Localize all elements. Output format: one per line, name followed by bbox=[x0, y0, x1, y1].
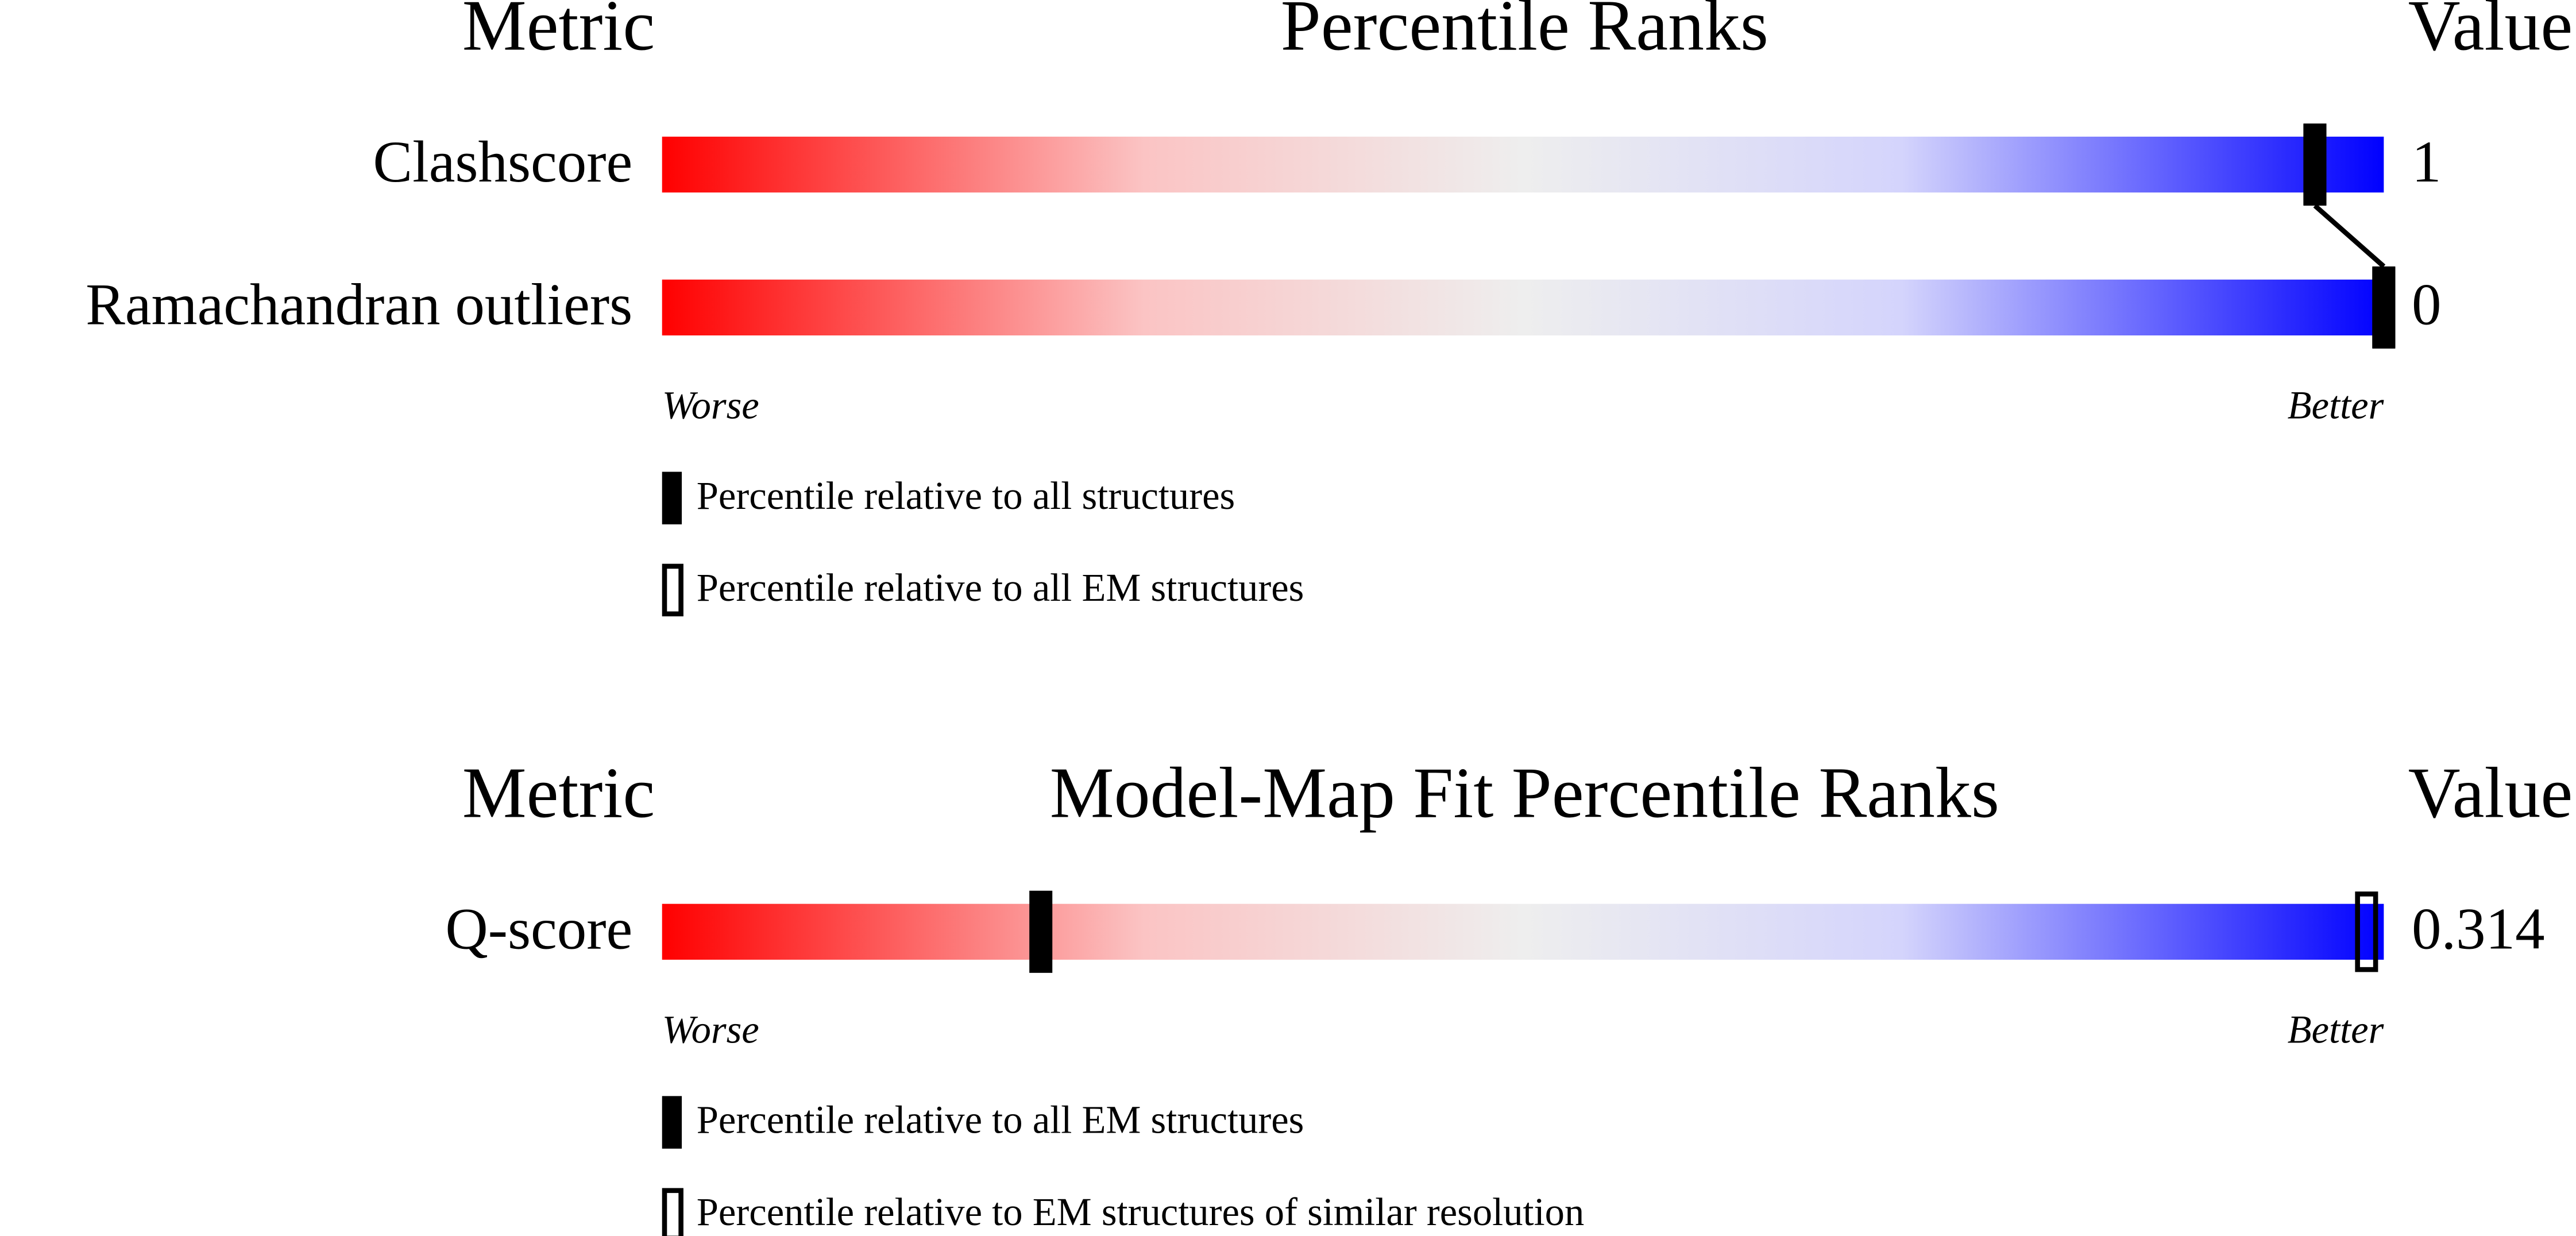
chart-title: Model-Map Fit Percentile Ranks bbox=[1050, 753, 1999, 833]
legend-label: Percentile relative to all EM structures bbox=[697, 1098, 1304, 1142]
marker-filled bbox=[1029, 890, 1053, 973]
high-label: Better bbox=[2288, 1007, 2384, 1051]
high-label: Better bbox=[2288, 383, 2384, 427]
marker-open bbox=[2355, 891, 2378, 972]
chart-title: Percentile Ranks bbox=[1281, 0, 1768, 66]
marker-filled bbox=[2303, 123, 2327, 206]
marker-connector bbox=[2313, 203, 2386, 269]
legend-swatch-filled bbox=[662, 472, 682, 524]
metric-value: 0.314 bbox=[2412, 897, 2545, 962]
legend-label: Percentile relative to EM structures of … bbox=[697, 1190, 1585, 1234]
metric-label: Q-score bbox=[445, 897, 632, 962]
low-label: Worse bbox=[662, 1007, 759, 1051]
legend-label: Percentile relative to all structures bbox=[697, 474, 1235, 517]
legend-swatch-open bbox=[662, 1188, 683, 1236]
value-header: Value bbox=[2408, 0, 2573, 66]
metric-label: Ramachandran outliers bbox=[86, 272, 632, 338]
percentile-bar bbox=[662, 136, 2384, 193]
metric-label: Clashscore bbox=[373, 129, 632, 195]
metric-value: 1 bbox=[2412, 129, 2441, 195]
percentile-bar bbox=[662, 903, 2384, 960]
marker-filled bbox=[2372, 266, 2396, 349]
legend-swatch-filled bbox=[662, 1096, 682, 1149]
metric-header: Metric bbox=[462, 0, 655, 66]
metric-value: 0 bbox=[2412, 272, 2441, 338]
value-header: Value bbox=[2408, 753, 2573, 833]
metric-header: Metric bbox=[462, 753, 655, 833]
legend-swatch-open bbox=[662, 563, 683, 617]
percentile-bar bbox=[662, 279, 2384, 336]
low-label: Worse bbox=[662, 383, 759, 427]
legend-label: Percentile relative to all EM structures bbox=[697, 566, 1304, 609]
